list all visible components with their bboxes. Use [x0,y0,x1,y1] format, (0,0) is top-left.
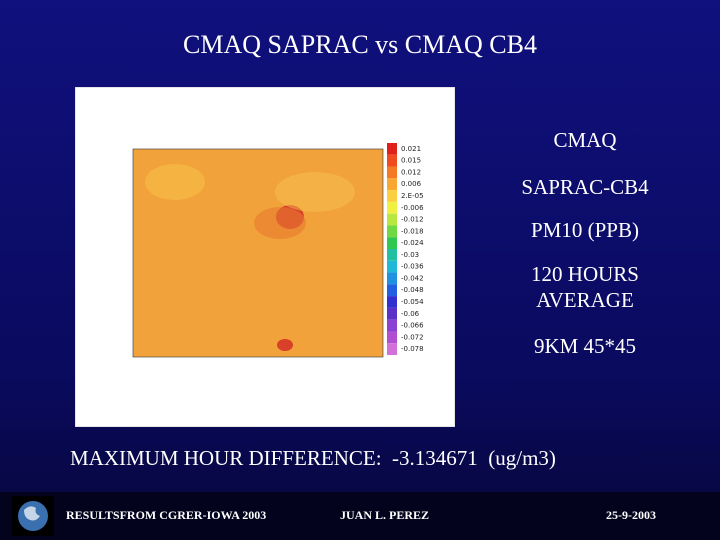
colorbar-label: -0.054 [401,298,424,306]
colorbar-swatch [387,249,397,261]
colorbar-swatch [387,260,397,273]
footer-left: RESULTSFROM CGRER-IOWA 2003 [66,508,267,522]
globe-icon [12,496,54,536]
colorbar-swatch [387,307,397,320]
footer: RESULTSFROM CGRER-IOWA 2003 JUAN L. PERE… [0,492,720,540]
colorbar-label: -0.078 [401,345,424,353]
colorbar-label: -0.042 [401,274,424,282]
side-text: SAPRAC-CB4 [521,175,649,199]
colorbar-swatch [387,213,397,226]
colorbar-label: 2.E-05 [401,192,424,200]
colorbar-swatch [387,143,397,155]
shade [275,172,355,212]
colorbar: 0.021 0.015 0.012 0.006 2.E-05 -0.006 -0.012 -0… [387,143,424,355]
colorbar-label: 0.006 [401,180,422,188]
colorbar-swatch [387,331,397,344]
colorbar-label: 0.021 [401,145,421,153]
colorbar-swatch [387,178,397,191]
colorbar-swatch [387,154,397,167]
colorbar-label: -0.006 [401,204,424,212]
side-text: 9KM 45*45 [533,334,637,358]
hotspot [277,339,293,351]
colorbar-swatch [387,284,397,297]
side-text: 120 HOURS [531,262,639,286]
colorbar-label: -0.072 [401,333,424,341]
side-text: AVERAGE [536,288,634,312]
title: CMAQ SAPRAC vs CMAQ CB4 [183,30,537,59]
colorbar-swatch [387,201,397,214]
footer-right: 25-9-2003 [606,508,656,522]
colorbar-label: -0.012 [401,216,424,224]
colorbar-swatch [387,319,397,332]
colorbar-label: -0.066 [401,322,424,330]
colorbar-swatch [387,343,397,355]
colorbar-label: -0.036 [401,263,424,271]
colorbar-swatch [387,190,397,202]
colorbar-label: -0.048 [401,286,424,294]
footer-center: JUAN L. PEREZ [340,508,430,522]
figure: 0.021 0.015 0.012 0.006 2.E-05 -0.006 -0.012 -0… [75,87,455,427]
colorbar-swatch [387,166,397,179]
colorbar-label: 0.015 [401,157,421,165]
summary: MAXIMUM HOUR DIFFERENCE: -3.134671 (ug/m… [70,446,556,470]
colorbar-label: 0.012 [401,168,421,176]
side-text: CMAQ [553,128,617,152]
colorbar-label: -0.018 [401,227,424,235]
hotspot [254,207,306,239]
colorbar-swatch [387,272,397,285]
side-text: PM10 (PPB) [531,218,639,242]
colorbar-swatch [387,237,397,249]
colorbar-swatch [387,296,397,308]
colorbar-label: -0.03 [401,251,419,259]
shade [145,164,205,200]
colorbar-label: -0.06 [401,310,420,318]
colorbar-swatch [387,225,397,238]
colorbar-label: -0.024 [401,239,424,247]
